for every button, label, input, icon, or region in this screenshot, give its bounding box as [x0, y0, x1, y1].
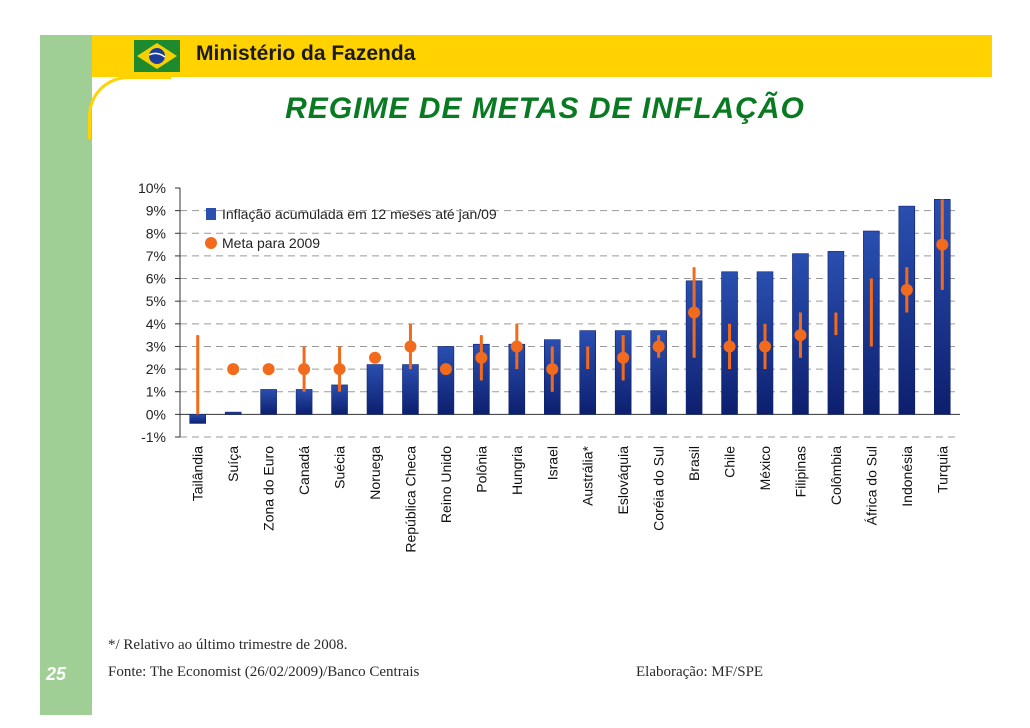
target-point [759, 340, 771, 353]
bar [650, 330, 667, 415]
ministry-name: Ministério da Fazenda [196, 42, 416, 65]
y-tick-label: 7% [146, 248, 166, 264]
header-bar [92, 35, 992, 77]
bar [579, 330, 597, 415]
x-tick-label: República Checa [402, 446, 418, 553]
legend: Inflação acumulada em 12 meses até jan/0… [205, 206, 497, 251]
left-decorative-band [40, 35, 92, 715]
y-tick-label: 5% [146, 293, 166, 309]
target-point [900, 283, 913, 296]
x-tick-label: Reino Unido [438, 446, 454, 523]
credit-note: Elaboração: MF/SPE [636, 664, 764, 680]
x-tick-label: México [757, 446, 773, 491]
bar [189, 414, 207, 424]
target-point [298, 363, 311, 376]
target-point [439, 363, 452, 376]
y-tick-label: 3% [146, 338, 166, 354]
x-tick-label: Eslováquia [615, 446, 631, 515]
target-point [262, 363, 275, 376]
bar [224, 411, 242, 415]
bars [189, 199, 951, 424]
target-point [688, 306, 701, 319]
x-tick-label: Suíça [225, 446, 241, 482]
bar [402, 364, 419, 415]
target-point [227, 363, 240, 376]
bar [437, 346, 455, 415]
target-point [404, 340, 417, 353]
y-tick-label: 9% [146, 203, 166, 219]
target-point [617, 351, 630, 364]
y-tick-label: 0% [146, 406, 166, 422]
bar [260, 389, 277, 415]
target-point [510, 340, 523, 353]
target-point [723, 340, 736, 353]
header-curve [88, 76, 171, 139]
y-tick-label: 2% [146, 361, 166, 377]
x-tick-label: Colômbia [828, 446, 844, 505]
target-point [652, 340, 665, 353]
y-tick-label: 4% [146, 316, 166, 332]
target-point [369, 351, 381, 364]
x-tick-label: Noruega [367, 446, 383, 500]
x-tick-label: Tailândia [190, 446, 206, 501]
inflation-chart: 10% 9% 8% 7% 6% 5% 4% 3% 2% 1% 0% -1% Tailândia Suíç… [138, 180, 960, 553]
x-tick-label: África do Sul [863, 446, 879, 525]
page-number: 25 [46, 664, 67, 684]
legend-bar-label: Inflação acumulada em 12 meses até jan/0… [222, 206, 497, 222]
bar [295, 389, 313, 415]
x-tick-label: Israel [544, 446, 560, 480]
source-note: Fonte: The Economist (26/02/2009)/Banco … [108, 664, 420, 680]
footnote: */ Relativo ao último trimestre de 2008. [108, 637, 348, 653]
bar [366, 364, 384, 415]
target-point [475, 351, 488, 364]
x-tick-label: Canadá [296, 446, 312, 495]
x-tick-label: Hungria [509, 446, 525, 495]
x-tick-label: Polônia [473, 446, 489, 493]
x-tick-label: Turquia [934, 446, 950, 493]
target-point [936, 238, 949, 251]
target-point [794, 329, 807, 342]
brazil-flag-icon [134, 40, 180, 72]
x-tick-label: Filipinas [792, 446, 808, 497]
x-tick-label: Austrália* [580, 445, 596, 505]
legend-point-label: Meta para 2009 [222, 235, 320, 251]
target-points [227, 238, 949, 376]
x-tick-label: Coréia do Sul [651, 446, 667, 531]
y-tick-label: 1% [146, 384, 166, 400]
y-tick-label: 6% [146, 271, 166, 287]
legend-point-swatch [205, 237, 217, 249]
y-tick-label: -1% [141, 429, 166, 445]
x-tick-label: Brasil [686, 446, 702, 481]
x-tick-label: Zona do Euro [261, 446, 277, 531]
x-tick-label: Suécia [332, 446, 348, 489]
legend-bar-swatch [206, 208, 216, 220]
x-axis-labels: Tailândia Suíça Zona do Euro Canadá Suécia No… [190, 445, 951, 552]
y-tick-label: 8% [146, 225, 166, 241]
x-tick-label: Chile [722, 446, 738, 478]
slide-title: REGIME DE METAS DE INFLAÇÃO [285, 92, 805, 125]
target-point [546, 363, 559, 376]
x-tick-label: Indonésia [899, 446, 915, 507]
target-point [333, 363, 346, 376]
y-tick-label: 10% [138, 180, 166, 196]
